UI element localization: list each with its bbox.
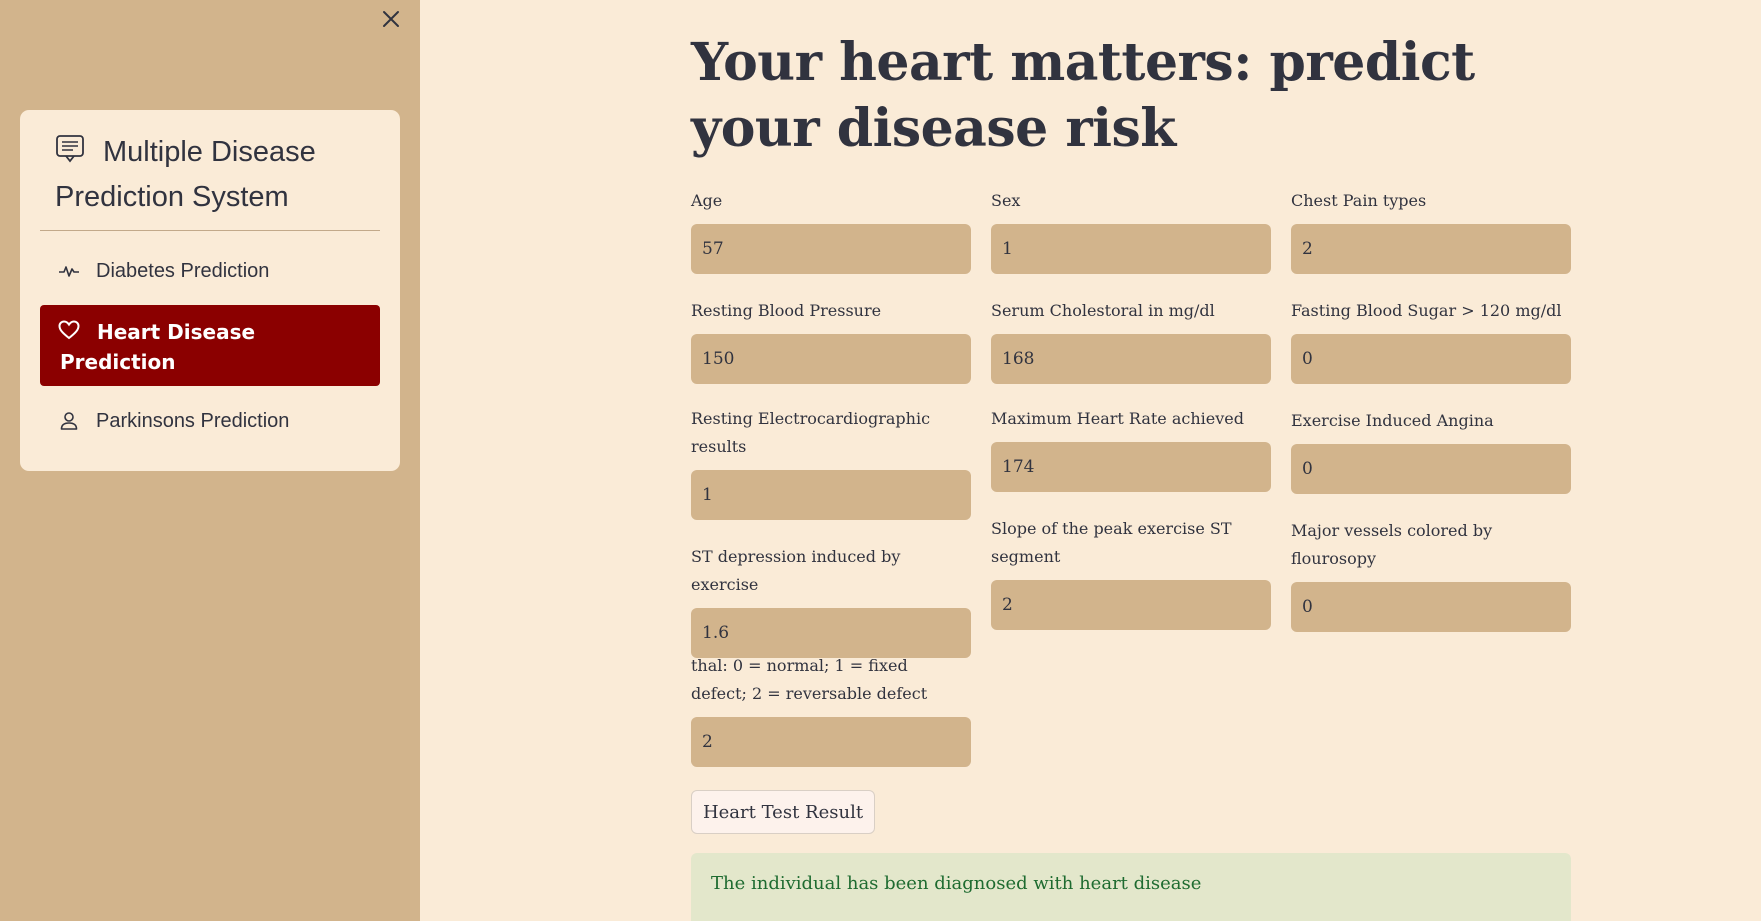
serum-cholestoral-input[interactable] <box>991 334 1271 384</box>
main-content: Your heart matters: predict your disease… <box>420 0 1761 921</box>
field-label: Serum Cholestoral in mg/dl <box>991 301 1215 320</box>
sidebar: Multiple Disease Prediction System Diabe… <box>0 0 420 921</box>
max-heart-rate-field: Maximum Heart Rate achieved <box>991 405 1271 492</box>
resting-blood-pressure-input[interactable] <box>691 334 971 384</box>
resting-blood-pressure-field: Resting Blood Pressure <box>691 297 971 384</box>
serum-cholestoral-field: Serum Cholestoral in mg/dl <box>991 297 1271 384</box>
menu-divider <box>40 230 380 231</box>
field-label: Resting Blood Pressure <box>691 301 882 320</box>
field-label: Age <box>691 191 723 210</box>
chest-pain-input[interactable] <box>1291 224 1571 274</box>
age-input[interactable] <box>691 224 971 274</box>
field-label: Major vessels colored by flourosopy <box>1291 521 1493 568</box>
sidebar-item-parkinsons[interactable]: Parkinsons Prediction <box>40 398 380 444</box>
menu-title: Multiple Disease Prediction System <box>55 130 385 220</box>
sidebar-item-diabetes[interactable]: Diabetes Prediction <box>40 248 380 294</box>
sidebar-item-label: Diabetes Prediction <box>96 260 270 282</box>
sidebar-item-heart-disease[interactable]: Heart Disease Prediction <box>40 305 380 386</box>
heart-test-result-button[interactable]: Heart Test Result <box>691 790 875 834</box>
major-vessels-input[interactable] <box>1291 582 1571 632</box>
max-heart-rate-input[interactable] <box>991 442 1271 492</box>
page-title: Your heart matters: predict your disease… <box>691 32 1475 159</box>
chat-square-text-icon <box>55 133 85 163</box>
st-depression-input[interactable] <box>691 608 971 658</box>
fasting-blood-sugar-input[interactable] <box>1291 334 1571 384</box>
major-vessels-field: Major vessels colored by flourosopy <box>1291 517 1571 632</box>
field-label: thal: 0 = normal; 1 = fixed defect; 2 = … <box>691 656 928 703</box>
thal-field: thal: 0 = normal; 1 = fixed defect; 2 = … <box>691 652 971 767</box>
close-sidebar-button[interactable] <box>380 8 402 30</box>
close-icon <box>383 11 399 27</box>
exercise-angina-field: Exercise Induced Angina <box>1291 407 1571 494</box>
field-label: Fasting Blood Sugar > 120 mg/dl <box>1291 301 1562 320</box>
field-label: ST depression induced by exercise <box>691 547 901 594</box>
age-field: Age <box>691 187 971 274</box>
sex-field: Sex <box>991 187 1271 274</box>
resting-ecg-field: Resting Electrocardiographic results <box>691 405 971 520</box>
st-depression-field: ST depression induced by exercise <box>691 543 971 658</box>
option-menu: Multiple Disease Prediction System Diabe… <box>20 110 400 471</box>
field-label: Maximum Heart Rate achieved <box>991 409 1244 428</box>
sidebar-item-label: Heart Disease Prediction <box>60 320 256 374</box>
fasting-blood-sugar-field: Fasting Blood Sugar > 120 mg/dl <box>1291 297 1571 384</box>
slope-input[interactable] <box>991 580 1271 630</box>
sidebar-item-label: Parkinsons Prediction <box>96 410 290 432</box>
sex-input[interactable] <box>991 224 1271 274</box>
thal-input[interactable] <box>691 717 971 767</box>
field-label: Slope of the peak exercise ST segment <box>991 519 1232 566</box>
field-label: Sex <box>991 191 1021 210</box>
slope-field: Slope of the peak exercise ST segment <box>991 515 1271 630</box>
person-icon <box>58 410 80 432</box>
resting-ecg-input[interactable] <box>691 470 971 520</box>
exercise-angina-input[interactable] <box>1291 444 1571 494</box>
success-alert: The individual has been diagnosed with h… <box>691 853 1571 921</box>
field-label: Resting Electrocardiographic results <box>691 409 931 456</box>
menu-title-text: Multiple Disease Prediction System <box>55 136 316 213</box>
heart-icon <box>58 319 80 341</box>
field-label: Chest Pain types <box>1291 191 1427 210</box>
activity-icon <box>58 260 80 282</box>
field-label: Exercise Induced Angina <box>1291 411 1494 430</box>
chest-pain-field: Chest Pain types <box>1291 187 1571 274</box>
result-message: The individual has been diagnosed with h… <box>711 873 1202 894</box>
